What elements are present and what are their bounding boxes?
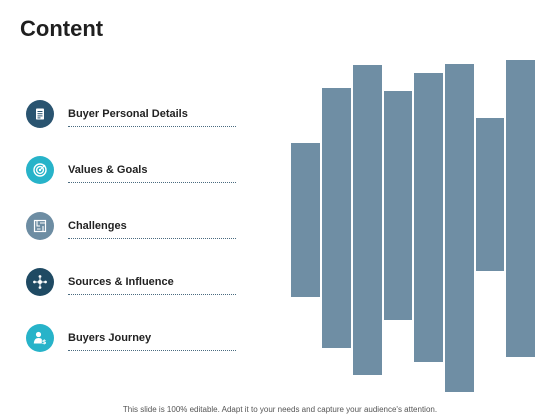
agenda-item-label: Buyer Personal Details xyxy=(68,108,188,120)
image-strip xyxy=(353,65,382,375)
person-dollar-icon: $ xyxy=(26,324,54,352)
divider xyxy=(68,182,236,183)
slide-footer: This slide is 100% editable. Adapt it to… xyxy=(122,405,438,414)
document-icon xyxy=(26,100,54,128)
divider xyxy=(68,238,236,239)
image-strip xyxy=(384,91,412,320)
agenda-item-buyer-personal-details: Buyer Personal Details xyxy=(26,100,236,132)
agenda-item-challenges: Challenges xyxy=(26,212,236,244)
image-strip xyxy=(445,64,474,392)
agenda-item-label: Values & Goals xyxy=(68,164,148,176)
agenda-item-buyers-journey: $ Buyers Journey xyxy=(26,324,236,356)
image-strip xyxy=(414,73,443,362)
svg-text:$: $ xyxy=(42,338,47,346)
divider xyxy=(68,350,236,351)
agenda-item-label: Sources & Influence xyxy=(68,276,174,288)
agenda-item-label: Challenges xyxy=(68,220,127,232)
slide-title: Content xyxy=(20,16,104,41)
divider xyxy=(68,294,236,295)
agenda-item-sources-influence: Sources & Influence xyxy=(26,268,236,300)
network-icon xyxy=(26,268,54,296)
divider xyxy=(68,126,236,127)
image-strip xyxy=(506,60,535,357)
image-strip xyxy=(291,143,320,297)
target-icon xyxy=(26,156,54,184)
agenda-item-values-goals: Values & Goals xyxy=(26,156,236,188)
agenda-item-label: Buyers Journey xyxy=(68,332,152,344)
maze-icon xyxy=(26,212,54,240)
image-strip xyxy=(476,118,504,271)
image-strip xyxy=(322,88,351,348)
